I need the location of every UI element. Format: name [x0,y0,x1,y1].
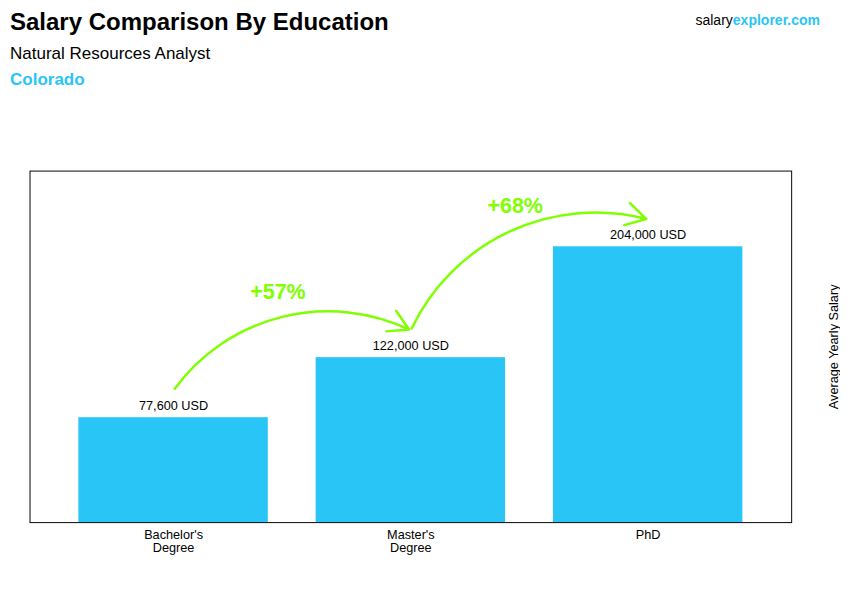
html-text:salary explorer.com: salary explorer.com [695,12,820,28]
svg-text:PhD: PhD [636,528,661,542]
svg-text:+68%: +68% [487,194,543,218]
html-text:Salary Comparison By Education: Salary Comparison By Education [10,8,389,35]
svg-text:Bachelor'sDegree: Bachelor'sDegree [144,528,203,555]
svg-text:122,000 USD: 122,000 USD [373,339,449,353]
svg-text:Master'sDegree: Master'sDegree [387,528,435,555]
svg-text:77,600 USD: 77,600 USD [139,399,208,413]
svg-text:Average Yearly Salary: Average Yearly Salary [827,284,840,409]
html-text:Natural Resources Analyst: Natural Resources Analyst [10,44,211,63]
html-text:Colorado: Colorado [10,70,85,89]
svg-text:+57%: +57% [250,280,306,304]
svg-text:204,000 USD: 204,000 USD [610,228,686,242]
